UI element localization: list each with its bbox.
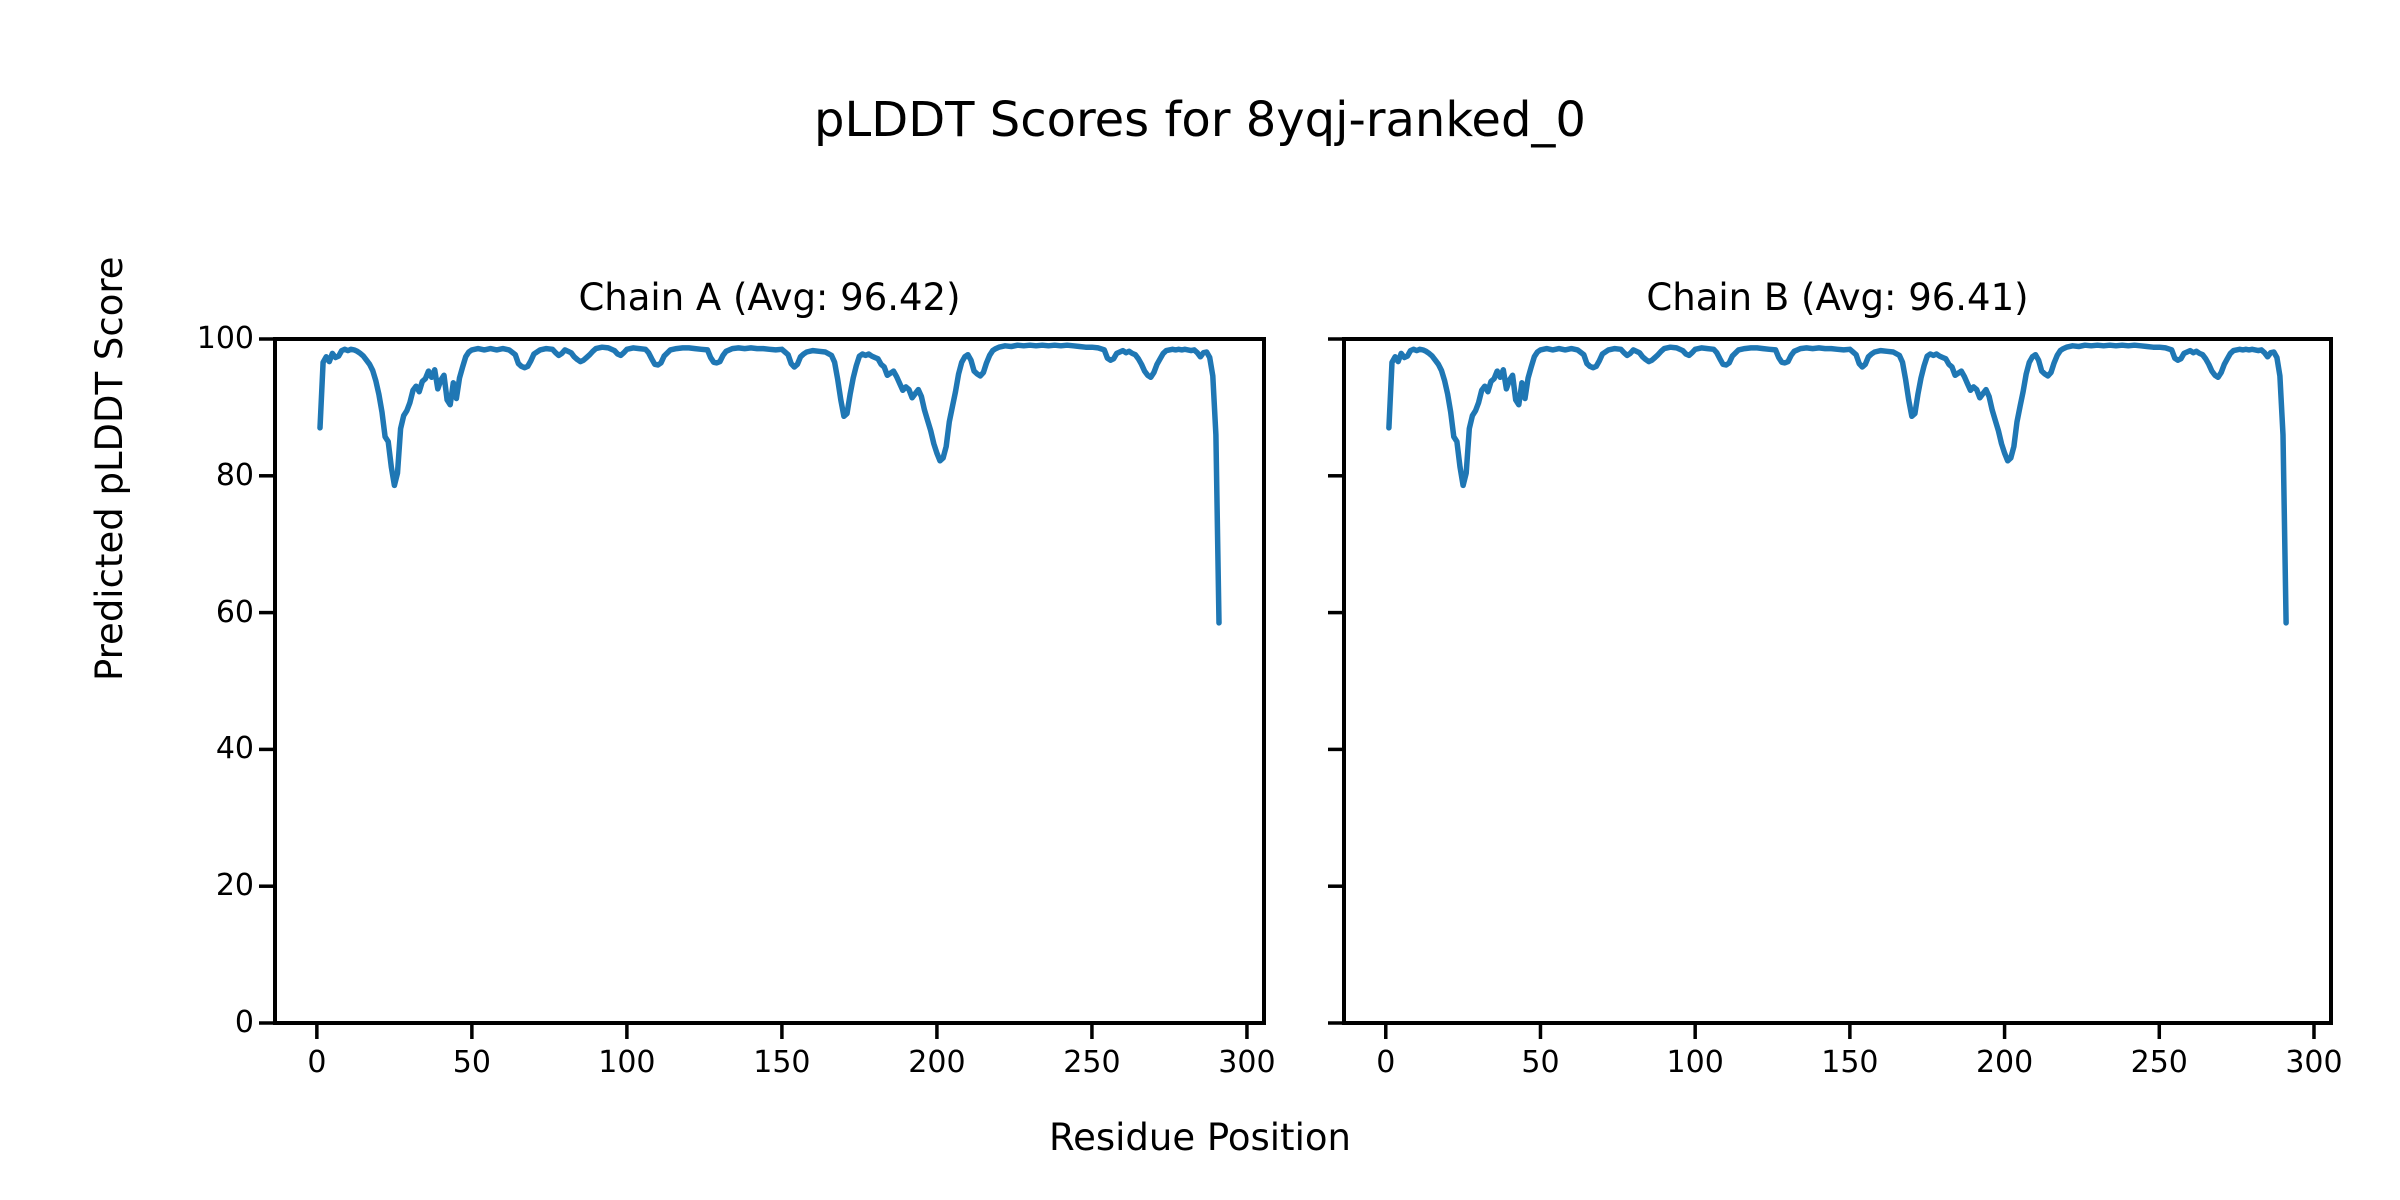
x-tick-label: 250 bbox=[2130, 1045, 2188, 1080]
x-tick-label: 250 bbox=[1063, 1045, 1121, 1080]
x-tick-label: 150 bbox=[1821, 1045, 1879, 1080]
y-tick-label: 0 bbox=[234, 1005, 254, 1040]
y-tick-label: 60 bbox=[215, 594, 254, 630]
y-tick-label: 40 bbox=[215, 731, 254, 767]
x-tick-label: 50 bbox=[452, 1045, 491, 1080]
subplot-chain-b: Chain B (Avg: 96.41) 0 50 100 150 200 250 300 bbox=[1328, 277, 2343, 1078]
y-tick-label: 80 bbox=[215, 457, 254, 493]
plot-area-chain-a bbox=[259, 337, 1266, 1039]
subplot-chain-a: Chain A (Avg: 96.42) 0 50 100 150 200 250 300 0… bbox=[197, 277, 1276, 1078]
x-tick-label: 50 bbox=[1521, 1045, 1560, 1080]
x-tick-label: 150 bbox=[753, 1045, 811, 1080]
x-tick-label: 0 bbox=[1376, 1045, 1396, 1080]
subplot-title-chain-b: Chain B (Avg: 96.41) bbox=[1646, 276, 2029, 319]
x-tick-label: 200 bbox=[1975, 1045, 2034, 1080]
y-tick-label: 20 bbox=[215, 868, 254, 904]
x-tick-label: 100 bbox=[598, 1045, 656, 1080]
subplot-title-chain-a: Chain A (Avg: 96.42) bbox=[578, 276, 961, 319]
x-tick-label: 0 bbox=[307, 1045, 327, 1080]
axes-frame bbox=[1342, 337, 2333, 1025]
x-tick-label: 300 bbox=[2285, 1045, 2343, 1080]
y-tick-label: 100 bbox=[196, 321, 254, 356]
plddt-line bbox=[317, 342, 1222, 626]
x-tick-label: 100 bbox=[1666, 1045, 1724, 1080]
x-axis-label: Residue Position bbox=[1049, 1116, 1351, 1159]
plot-area-chain-b bbox=[1328, 337, 2333, 1039]
x-tick-label: 300 bbox=[1218, 1045, 1276, 1080]
figure-title: pLDDT Scores for 8yqj-ranked_0 bbox=[814, 92, 1586, 148]
x-tick-label: 200 bbox=[908, 1045, 966, 1080]
axes-frame bbox=[273, 337, 1266, 1025]
plddt-line bbox=[1386, 342, 2289, 626]
